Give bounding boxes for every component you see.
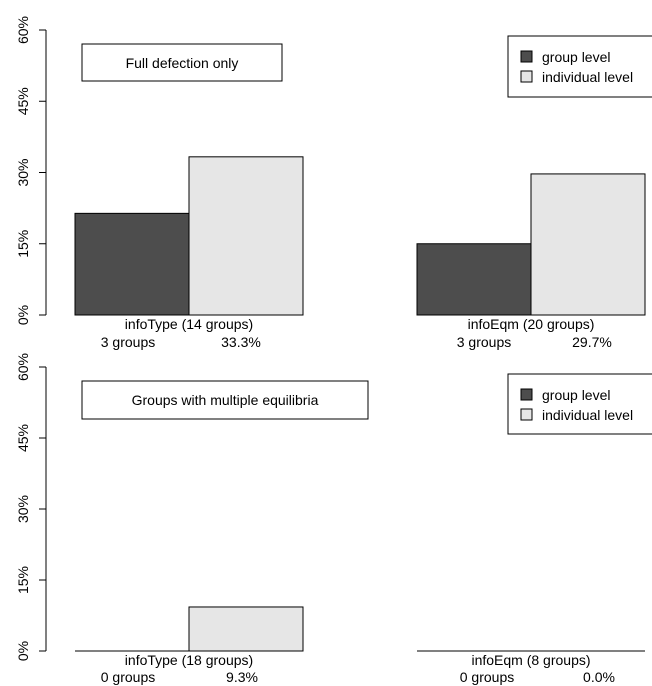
- panel-infotype-row-2: infoType (18 groups) 0 groups 9.3%: [75, 606, 304, 685]
- legend-label: group level: [542, 49, 611, 65]
- category-label: infoEqm (20 groups): [468, 316, 595, 332]
- annotation-label: Groups with multiple equilibria: [132, 392, 319, 408]
- legend-swatch-individual-level: [520, 70, 533, 83]
- y-tick-label: 60%: [15, 16, 31, 44]
- legend-row-1: group level individual level: [507, 35, 652, 98]
- individual-pct-label: 0.0%: [583, 669, 615, 685]
- y-tick-label: 15%: [15, 566, 31, 594]
- y-tick-label: 15%: [15, 230, 31, 258]
- individual-pct-label: 9.3%: [226, 669, 258, 685]
- bar-individual-level: [188, 606, 304, 652]
- category-label: infoType (14 groups): [125, 316, 253, 332]
- legend-row-2: group level individual level: [507, 373, 652, 435]
- group-count-label: 0 groups: [460, 669, 514, 685]
- bar-group-level: [74, 212, 190, 316]
- y-axis-row-2: 0% 15% 30% 45% 60%: [15, 353, 47, 661]
- y-tick-label: 0%: [15, 305, 31, 325]
- legend-swatch-group-level: [520, 50, 533, 63]
- row-multiple-equilibria: 0% 15% 30% 45% 60% Groups with multiple …: [15, 353, 652, 685]
- y-tick-label: 45%: [15, 87, 31, 115]
- category-label: infoEqm (8 groups): [471, 652, 590, 668]
- panel-infoeqm-row-2: infoEqm (8 groups) 0 groups 0.0%: [417, 650, 645, 685]
- legend-label: individual level: [542, 407, 633, 423]
- legend-label: group level: [542, 387, 611, 403]
- panel-infotype-row-1: infoType (14 groups) 3 groups 33.3%: [74, 156, 304, 350]
- individual-pct-label: 29.7%: [572, 334, 612, 350]
- bar-group-level: [416, 243, 532, 316]
- group-count-label: 3 groups: [457, 334, 511, 350]
- category-label: infoType (18 groups): [125, 652, 253, 668]
- individual-pct-label: 33.3%: [221, 334, 261, 350]
- group-count-label: 0 groups: [101, 669, 155, 685]
- bar-individual-level: [530, 173, 646, 316]
- annotation-label: Full defection only: [126, 55, 239, 71]
- y-tick-label: 30%: [15, 495, 31, 523]
- legend-swatch-individual-level: [520, 408, 533, 421]
- group-count-label: 3 groups: [101, 334, 155, 350]
- annotation-box: [81, 43, 283, 82]
- legend-swatch-group-level: [520, 388, 533, 401]
- row-full-defection: 0% 15% 30% 45% 60% Full defection only i…: [15, 16, 652, 350]
- y-axis-row-1: 0% 15% 30% 45% 60%: [15, 16, 47, 325]
- y-tick-label: 0%: [15, 641, 31, 661]
- legend-box: [507, 373, 652, 435]
- y-tick-label: 60%: [15, 353, 31, 381]
- panel-infoeqm-row-1: infoEqm (20 groups) 3 groups 29.7%: [416, 173, 646, 350]
- bar-individual-level: [188, 156, 304, 316]
- legend-box: [507, 35, 652, 98]
- annotation-box: [81, 380, 369, 420]
- legend-label: individual level: [542, 69, 633, 85]
- y-tick-label: 45%: [15, 424, 31, 452]
- y-tick-label: 30%: [15, 158, 31, 186]
